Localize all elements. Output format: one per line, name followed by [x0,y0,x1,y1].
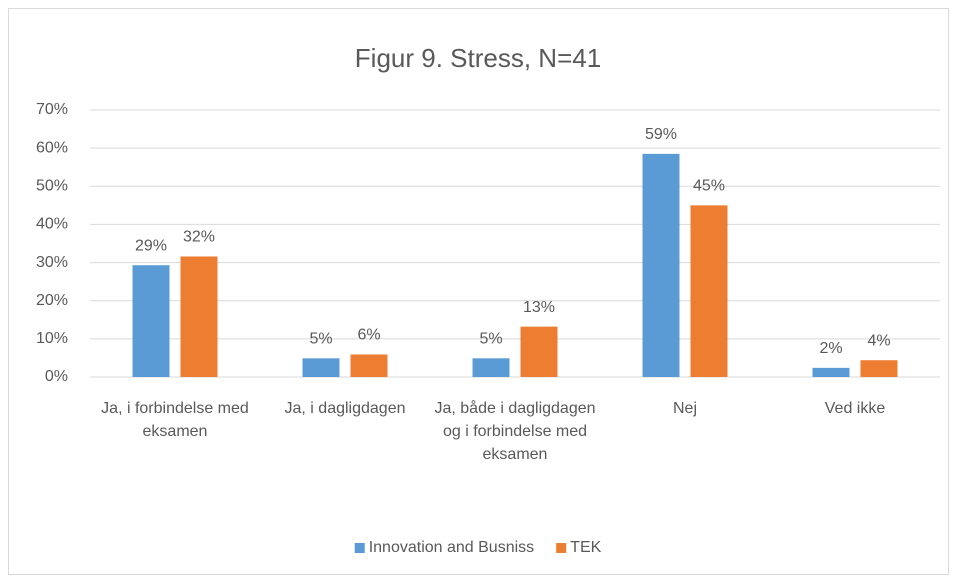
y-tick-label: 20% [36,292,68,309]
legend-item: TEK [556,539,602,556]
y-tick-label: 40% [36,216,68,233]
y-tick-label: 0% [45,368,68,385]
data-label: 5% [309,331,332,348]
bar [132,265,170,377]
data-label: 32% [183,229,215,246]
y-tick-label: 60% [36,139,68,156]
bar [520,326,558,377]
data-label: 2% [819,340,842,357]
y-tick-label: 50% [36,178,68,195]
data-label: 13% [523,299,555,316]
bar [812,367,850,377]
x-tick-label: Ja, i dagligdagen [285,400,406,417]
bar [302,358,340,377]
bar [350,354,388,377]
legend-swatch [556,543,567,553]
bar [180,256,218,377]
legend-item: Innovation and Busniss [354,539,534,556]
chart-title: Figur 9. Stress, N=41 [355,43,601,73]
x-tick-label: Ja, både i dagligdagen og i forbindelse m… [434,399,595,463]
x-tick-label: Ved ikke [825,400,886,417]
y-tick-label: 10% [36,330,68,347]
data-label: 59% [645,126,677,143]
legend-swatch [354,543,365,553]
bar [690,205,728,377]
x-tick-label: Nej [673,400,697,417]
legend-label: Innovation and Busniss [369,539,534,556]
data-label: 6% [357,327,380,344]
data-label: 45% [693,178,725,195]
x-tick-label: Ja, i forbindelse med eksamen [101,400,249,440]
data-label: 4% [867,332,890,349]
data-label: 29% [135,237,167,254]
bar [642,153,680,377]
bar [472,358,510,377]
y-tick-label: 30% [36,254,68,271]
data-label: 5% [479,331,502,348]
y-tick-label: 70% [36,101,68,118]
legend-label: TEK [570,539,601,556]
bar [860,360,898,377]
